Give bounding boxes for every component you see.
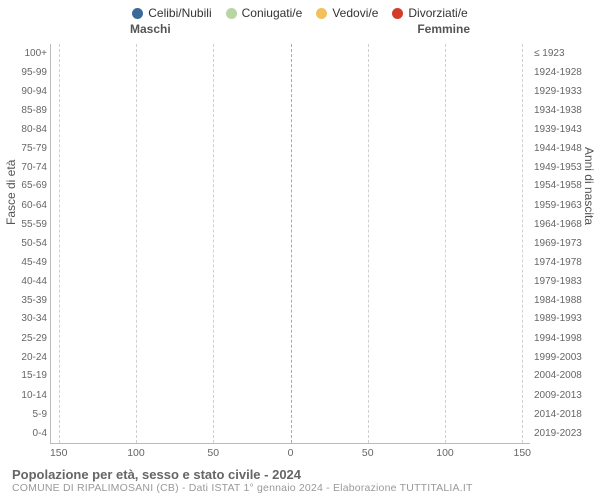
footer-title: Popolazione per età, sesso e stato civil… [12,467,473,482]
birth-year-label: 2014-2018 [530,410,582,420]
age-label: 95-99 [21,68,51,78]
birth-year-label: 1974-1978 [530,258,582,268]
legend: Celibi/Nubili Coniugati/e Vedovi/e Divorzia… [0,0,600,20]
age-label: 5-9 [33,410,51,420]
legend-label: Celibi/Nubili [148,6,211,20]
side-titles: Maschi Femmine [0,20,600,36]
legend-item: Coniugati/e [226,6,303,20]
birth-year-label: 1924-1928 [530,68,582,78]
legend-label: Divorziati/e [408,6,467,20]
birth-year-label: 1964-1968 [530,220,582,230]
chart-footer: Popolazione per età, sesso e stato civil… [12,467,473,494]
birth-year-label: 1954-1958 [530,181,582,191]
table-row: 0-42019-2023 [51,424,530,443]
table-row: 90-941929-1933 [51,82,530,101]
birth-year-label: 1959-1963 [530,201,582,211]
table-row: 75-791944-1948 [51,139,530,158]
birth-year-label: 1939-1943 [530,125,582,135]
birth-year-label: 1969-1973 [530,239,582,249]
birth-year-label: 1989-1993 [530,314,582,324]
table-row: 5-92014-2018 [51,405,530,424]
table-row: 10-142009-2013 [51,386,530,405]
legend-label: Coniugati/e [242,6,303,20]
x-tick-label: 150 [514,447,532,459]
birth-year-label: 2004-2008 [530,371,582,381]
table-row: 80-841939-1943 [51,120,530,139]
birth-year-label: 1984-1988 [530,296,582,306]
x-tick-label: 100 [436,447,454,459]
table-row: 50-541969-1973 [51,234,530,253]
table-row: 15-192004-2008 [51,367,530,386]
legend-item: Divorziati/e [392,6,467,20]
table-row: 65-691954-1958 [51,177,530,196]
plot-area: 15015010010050500100+≤ 192395-991924-192… [50,44,530,444]
age-label: 10-14 [21,391,51,401]
table-row: 20-241999-2003 [51,348,530,367]
age-label: 40-44 [21,277,51,287]
birth-year-label: 1929-1933 [530,87,582,97]
table-row: 55-591964-1968 [51,215,530,234]
age-label: 15-19 [21,371,51,381]
birth-year-label: 1944-1948 [530,144,582,154]
legend-swatch [132,8,143,19]
age-label: 75-79 [21,144,51,154]
birth-year-label: 1999-2003 [530,353,582,363]
birth-year-label: 2019-2023 [530,429,582,439]
birth-year-label: ≤ 1923 [530,49,565,59]
age-label: 90-94 [21,87,51,97]
table-row: 100+≤ 1923 [51,44,530,63]
table-row: 30-341989-1993 [51,310,530,329]
birth-year-label: 1934-1938 [530,106,582,116]
legend-item: Celibi/Nubili [132,6,211,20]
age-label: 45-49 [21,258,51,268]
age-label: 80-84 [21,125,51,135]
population-pyramid-chart: Celibi/Nubili Coniugati/e Vedovi/e Divorzia… [0,0,600,500]
legend-swatch [316,8,327,19]
age-label: 20-24 [21,353,51,363]
table-row: 95-991924-1928 [51,63,530,82]
legend-swatch [226,8,237,19]
age-label: 25-29 [21,334,51,344]
side-title-male: Maschi [130,22,171,36]
age-label: 0-4 [33,429,51,439]
age-label: 65-69 [21,181,51,191]
legend-label: Vedovi/e [332,6,378,20]
x-tick-label: 100 [127,447,145,459]
legend-item: Vedovi/e [316,6,378,20]
birth-year-label: 2009-2013 [530,391,582,401]
y-axis-title-left: Fasce di età [4,160,18,225]
table-row: 45-491974-1978 [51,253,530,272]
x-tick-label: 0 [288,447,294,459]
age-label: 35-39 [21,296,51,306]
footer-subtitle: COMUNE DI RIPALIMOSANI (CB) - Dati ISTAT… [12,482,473,494]
table-row: 40-441979-1983 [51,272,530,291]
table-row: 25-291994-1998 [51,329,530,348]
age-label: 55-59 [21,220,51,230]
age-label: 60-64 [21,201,51,211]
table-row: 85-891934-1938 [51,101,530,120]
table-row: 60-641959-1963 [51,196,530,215]
table-row: 35-391984-1988 [51,291,530,310]
x-tick-label: 50 [207,447,219,459]
age-label: 85-89 [21,106,51,116]
birth-year-label: 1979-1983 [530,277,582,287]
birth-year-label: 1949-1953 [530,163,582,173]
y-axis-title-right: Anni di nascita [582,147,596,225]
birth-year-label: 1994-1998 [530,334,582,344]
age-label: 50-54 [21,239,51,249]
x-tick-label: 50 [362,447,374,459]
age-label: 100+ [24,49,51,59]
age-label: 30-34 [21,314,51,324]
legend-swatch [392,8,403,19]
side-title-female: Femmine [417,22,470,36]
age-label: 70-74 [21,163,51,173]
x-tick-label: 150 [50,447,68,459]
table-row: 70-741949-1953 [51,158,530,177]
